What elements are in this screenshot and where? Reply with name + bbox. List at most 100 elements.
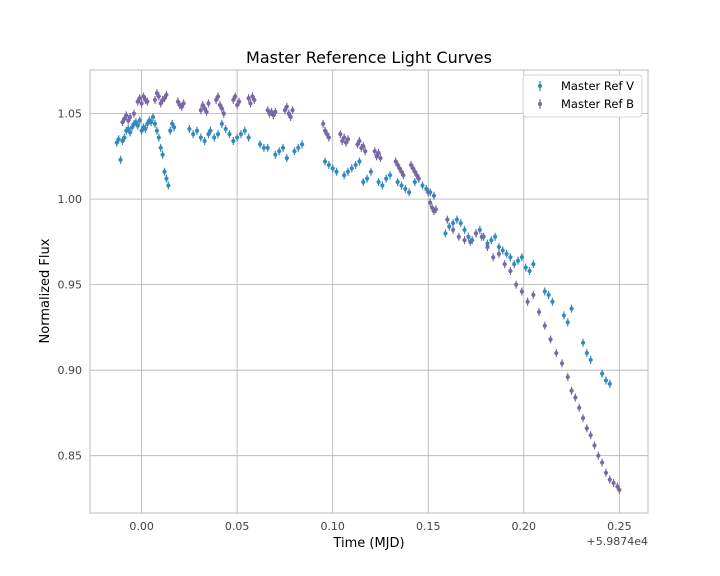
data-point	[559, 361, 565, 366]
data-point	[607, 477, 612, 482]
data-point	[338, 132, 343, 137]
data-point	[596, 453, 601, 458]
data-point	[181, 101, 186, 106]
data-point	[198, 108, 203, 113]
series-master-ref-v	[114, 113, 612, 388]
data-point	[542, 289, 547, 294]
legend-entries: Master Ref V Master Ref B	[537, 79, 634, 111]
data-point	[215, 132, 221, 137]
data-point	[191, 132, 196, 137]
data-point	[246, 96, 251, 101]
data-point	[493, 234, 498, 239]
data-point	[322, 128, 328, 133]
data-point	[143, 126, 148, 132]
data-point	[462, 238, 467, 243]
data-point	[242, 128, 247, 133]
data-point	[154, 128, 159, 133]
data-point	[458, 220, 463, 226]
data-point	[202, 106, 207, 111]
data-point	[531, 292, 536, 298]
series-master-ref-b	[120, 89, 622, 494]
data-point	[300, 142, 305, 147]
data-point	[542, 323, 547, 328]
data-point	[368, 169, 374, 174]
data-point	[429, 205, 435, 210]
data-point	[208, 128, 213, 133]
data-point	[420, 183, 425, 188]
y-tick-label: 0.85	[58, 450, 83, 463]
data-point	[141, 94, 146, 99]
data-point	[554, 350, 559, 356]
data-point	[525, 299, 530, 304]
data-point	[443, 231, 448, 236]
legend-label: Master Ref V	[561, 79, 634, 93]
data-point	[212, 135, 217, 140]
data-point	[261, 145, 266, 150]
data-point	[149, 120, 154, 125]
data-point	[246, 135, 251, 140]
data-point	[349, 166, 354, 171]
data-point	[280, 145, 286, 150]
data-point	[160, 152, 165, 157]
data-point	[561, 313, 567, 318]
data-point	[615, 484, 620, 489]
data-point	[194, 128, 200, 133]
data-point	[378, 155, 383, 161]
data-point	[154, 90, 159, 96]
data-point	[364, 176, 370, 181]
data-point	[500, 248, 505, 253]
data-point	[116, 137, 121, 142]
data-point	[221, 111, 226, 116]
data-point	[395, 179, 400, 185]
data-point	[286, 111, 291, 116]
data-point	[504, 251, 509, 256]
data-point	[569, 388, 574, 393]
data-point	[462, 227, 467, 233]
data-point	[357, 138, 362, 144]
data-point	[376, 150, 381, 156]
data-point	[372, 149, 377, 154]
data-point	[584, 350, 589, 356]
data-point	[257, 142, 263, 147]
data-point	[238, 132, 244, 137]
data-point	[592, 443, 597, 448]
data-point	[361, 144, 366, 149]
data-point	[223, 126, 228, 132]
data-point	[395, 162, 400, 168]
data-point	[445, 217, 450, 222]
data-point	[569, 306, 574, 311]
data-point	[588, 357, 593, 363]
data-point	[387, 173, 393, 178]
data-point	[187, 126, 192, 132]
data-point	[206, 101, 211, 106]
x-tick-label: 0.05	[225, 520, 250, 533]
data-point	[361, 179, 366, 185]
data-point	[156, 135, 161, 140]
data-point	[408, 162, 414, 168]
data-point	[345, 137, 351, 142]
data-point	[131, 111, 137, 116]
data-point	[128, 114, 133, 120]
data-point	[198, 135, 203, 140]
data-point	[407, 190, 412, 195]
data-point	[454, 217, 460, 222]
y-tick-label: 1.00	[58, 193, 83, 206]
data-point	[456, 234, 461, 239]
data-point	[326, 162, 331, 168]
data-point	[126, 126, 131, 132]
data-point	[271, 113, 276, 118]
plot-area	[89, 69, 649, 514]
data-point	[355, 142, 360, 147]
data-point	[133, 120, 138, 125]
data-point	[129, 125, 135, 130]
data-point	[269, 109, 274, 115]
data-point	[450, 220, 456, 226]
data-point	[468, 239, 473, 244]
data-point	[433, 207, 438, 212]
data-point	[324, 132, 330, 137]
data-point	[265, 108, 270, 113]
data-point	[326, 135, 331, 140]
data-point	[397, 166, 402, 171]
data-point	[175, 99, 181, 104]
data-point	[321, 121, 326, 126]
